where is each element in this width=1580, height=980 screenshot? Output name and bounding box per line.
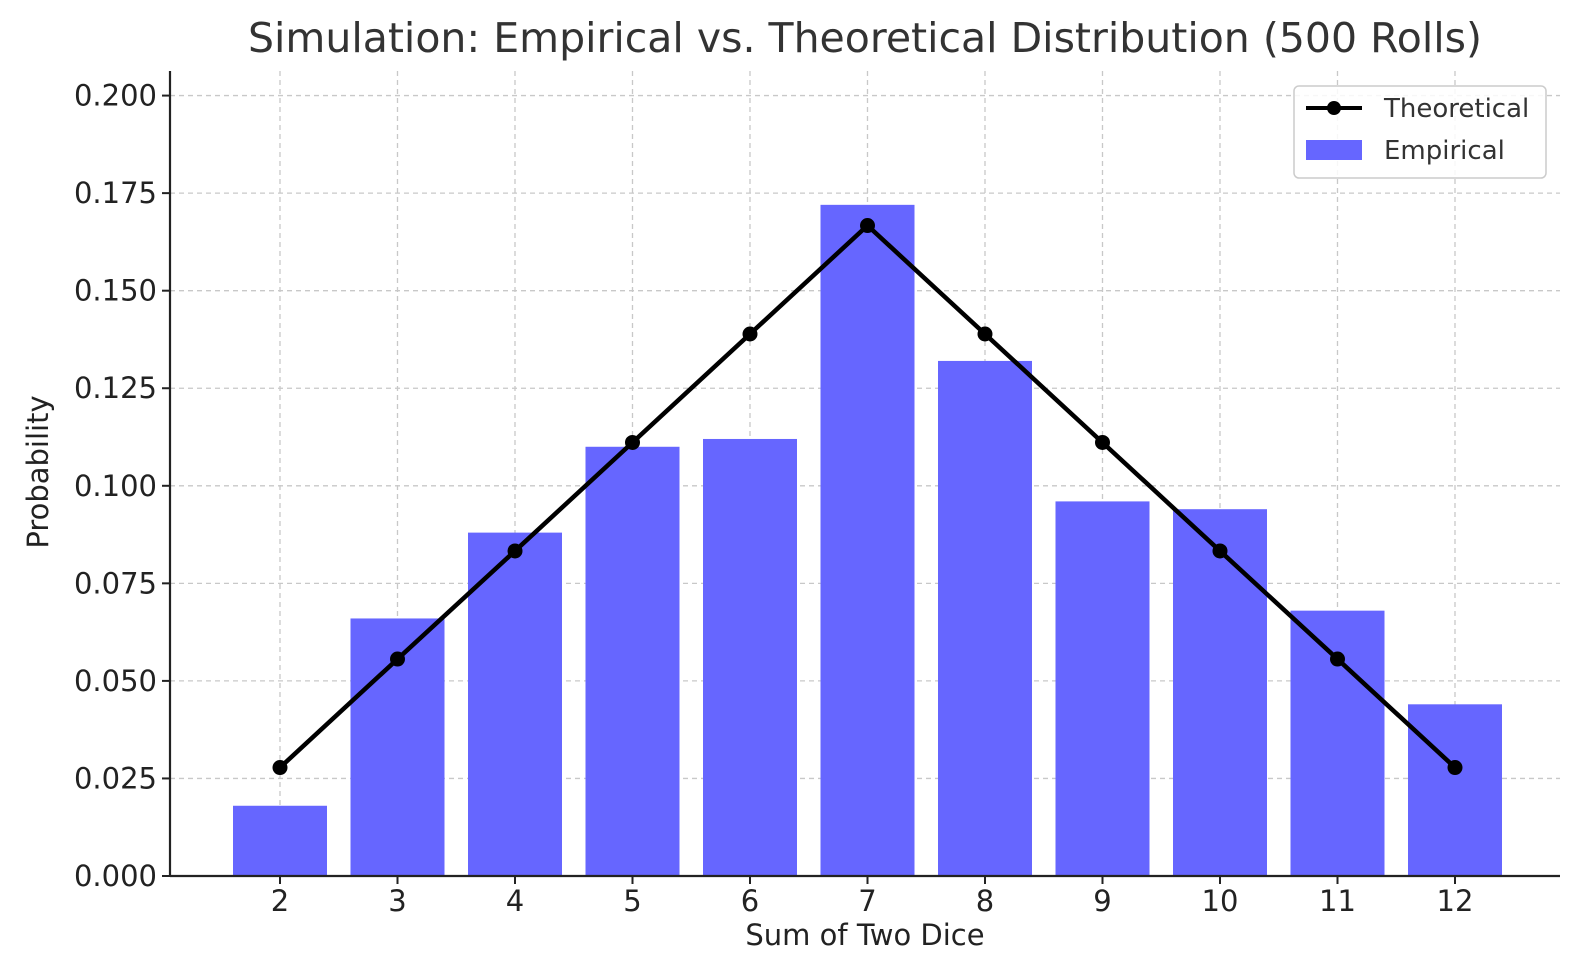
theoretical-point	[625, 434, 640, 450]
theoretical-point	[390, 651, 405, 667]
x-tick-label: 7	[858, 884, 876, 918]
x-tick-label: 6	[741, 884, 759, 918]
y-tick-label: 0.100	[74, 469, 157, 503]
y-tick-label: 0.050	[74, 664, 157, 698]
y-axis-label: Probability	[21, 395, 55, 548]
legend-empirical-swatch	[1306, 140, 1362, 160]
axes	[162, 71, 1560, 884]
y-tick-label: 0.025	[74, 761, 157, 795]
theoretical-point	[742, 326, 758, 342]
theoretical-point	[1212, 543, 1228, 559]
empirical-bar	[585, 446, 680, 876]
empirical-bar	[938, 360, 1032, 876]
theoretical-point	[977, 326, 993, 342]
empirical-bars	[233, 204, 1502, 876]
x-tick-label: 12	[1437, 884, 1474, 918]
theoretical-line	[272, 218, 1463, 776]
x-tick-label: 3	[388, 884, 406, 918]
legend-empirical-label: Empirical	[1384, 136, 1505, 166]
y-tick-label: 0.200	[74, 79, 157, 113]
theoretical-point	[860, 218, 875, 234]
y-tick-label: 0.150	[74, 274, 157, 308]
chart-title: Simulation: Empirical vs. Theoretical Di…	[248, 14, 1482, 62]
empirical-bar	[703, 438, 797, 876]
y-tick-label: 0.075	[74, 566, 157, 600]
empirical-bar	[233, 805, 327, 876]
empirical-bar	[1408, 704, 1502, 876]
x-tick-label: 5	[623, 884, 641, 918]
legend-theoretical-label: Theoretical	[1383, 94, 1529, 124]
theoretical-point	[1447, 760, 1463, 776]
x-tick-label: 8	[976, 884, 994, 918]
x-tick-label: 11	[1319, 884, 1356, 918]
x-axis-label: Sum of Two Dice	[745, 918, 984, 952]
theoretical-point	[507, 543, 523, 559]
legend-theoretical-marker	[1327, 101, 1341, 115]
y-tick-labels: 0.000 0.025 0.050 0.075 0.100 0.125 0.150 0.175…	[74, 79, 157, 893]
x-tick-label: 10	[1202, 884, 1239, 918]
legend: Theoretical Empirical	[1293, 85, 1547, 179]
theoretical-point	[1330, 651, 1345, 667]
y-tick-label: 0.125	[74, 371, 157, 405]
x-tick-label: 9	[1093, 884, 1111, 918]
y-tick-label: 0.175	[74, 176, 157, 210]
empirical-bar	[1173, 509, 1267, 876]
empirical-bar	[1290, 610, 1385, 876]
theoretical-point	[1095, 434, 1110, 450]
empirical-bar	[468, 532, 562, 876]
y-tick-label: 0.000	[74, 859, 157, 893]
x-tick-label: 4	[506, 884, 524, 918]
x-tick-label: 2	[271, 884, 289, 918]
x-tick-labels: 2 3 4 5 6 7 8 9 10 11 12	[271, 884, 1474, 918]
empirical-bar	[820, 204, 915, 876]
theoretical-point	[272, 760, 288, 776]
empirical-bar	[1055, 501, 1150, 876]
